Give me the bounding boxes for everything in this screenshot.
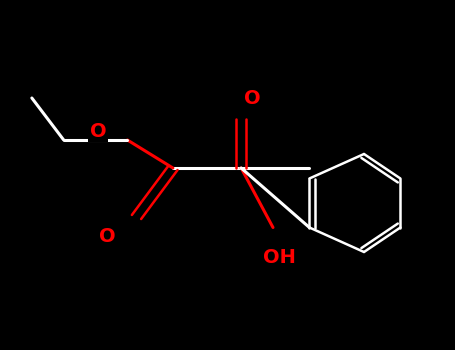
Text: O: O bbox=[99, 227, 115, 246]
Text: OH: OH bbox=[263, 248, 296, 267]
Text: O: O bbox=[90, 122, 106, 141]
Text: O: O bbox=[244, 89, 261, 107]
